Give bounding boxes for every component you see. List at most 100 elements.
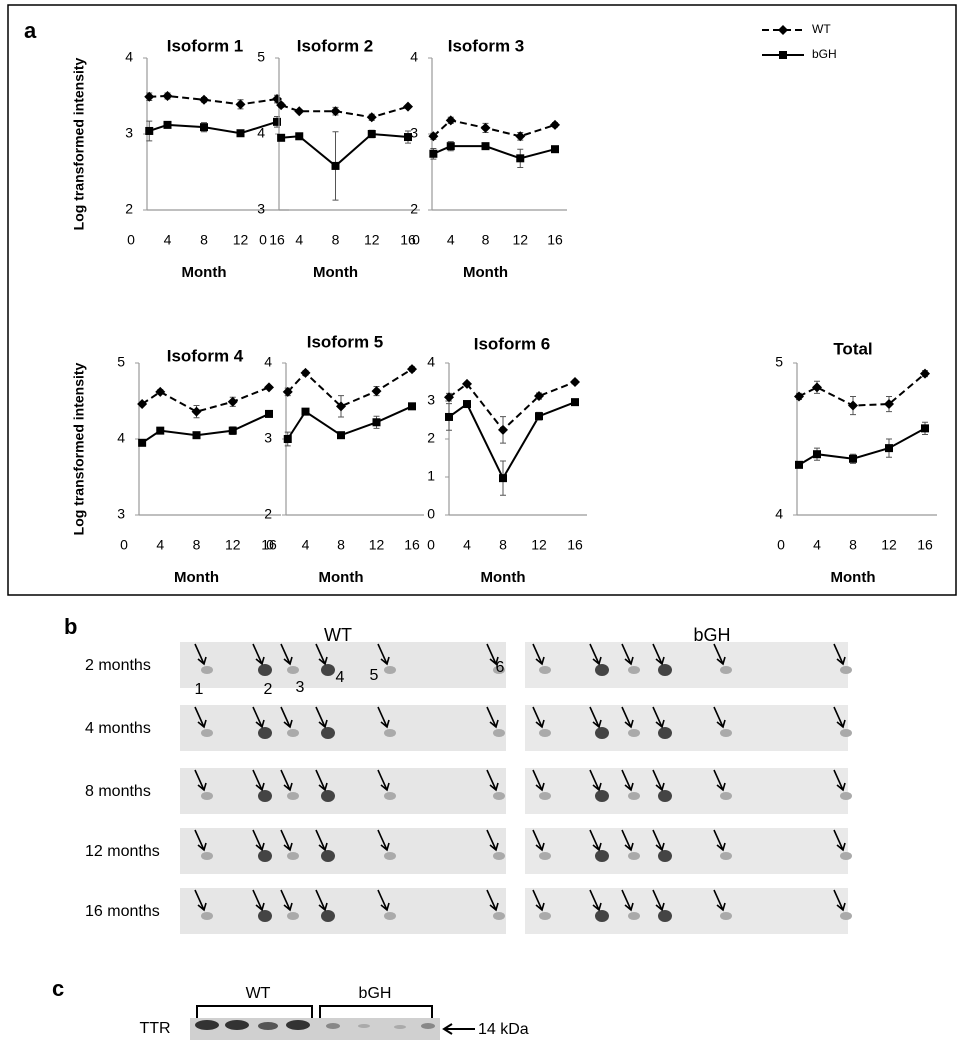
marker (138, 438, 147, 447)
band (421, 1023, 435, 1029)
blot-panel: WT bGH TTR 14 kDa (139, 985, 529, 1040)
gel-spot (287, 729, 299, 737)
marker (445, 412, 453, 421)
marker (191, 406, 202, 417)
x-tick-label: 4 (295, 232, 303, 248)
gel-spot (539, 852, 551, 860)
marker (235, 99, 246, 110)
marker (551, 145, 559, 154)
x-axis-label: Month (182, 264, 227, 281)
gel-spot (287, 912, 299, 920)
x-tick-label: 16 (404, 537, 420, 553)
x-tick-label: 12 (233, 232, 249, 248)
marker (921, 424, 929, 433)
gel-image (525, 705, 848, 751)
gel-spot (493, 792, 505, 800)
spot-arrow (833, 829, 846, 852)
spot-number: 2 (264, 681, 273, 698)
row-label: 8 months (85, 783, 151, 800)
x-tick-label: 16 (917, 537, 933, 553)
gel-image (180, 642, 506, 688)
marker (144, 91, 155, 102)
marker (794, 391, 804, 402)
group-label: bGH (359, 985, 392, 1002)
spot-arrow (315, 889, 328, 912)
gel-spot (720, 912, 732, 920)
band (358, 1024, 370, 1028)
spot-arrow (652, 769, 665, 792)
band (258, 1022, 278, 1030)
band (225, 1020, 249, 1030)
spot-arrow (252, 889, 265, 912)
spot-arrow (280, 769, 293, 792)
spot-number: 3 (296, 679, 305, 696)
gel-spot (595, 727, 609, 739)
gel-spot (539, 792, 551, 800)
gel-image (180, 705, 506, 751)
legend-marker (778, 25, 788, 35)
spot-arrow (377, 889, 390, 912)
gel-spot (658, 664, 672, 676)
panel-label: b (64, 614, 77, 639)
spot-arrow (713, 769, 726, 792)
spot-arrow (589, 889, 602, 912)
gel-spot (720, 666, 732, 674)
marker (163, 120, 172, 129)
gel-spot (720, 852, 732, 860)
gel-spot (321, 910, 335, 922)
y-tick-label: 3 (410, 125, 418, 141)
gel-spot (258, 850, 272, 862)
x-tick-label: 16 (269, 232, 285, 248)
series-line (287, 368, 413, 408)
marker (812, 382, 822, 393)
row-label: 4 months (85, 720, 151, 737)
gel-spot (384, 852, 396, 860)
x-axis-label: Month (313, 264, 358, 281)
spot-arrow (194, 706, 207, 729)
gel-spot (628, 912, 640, 920)
spot-arrow (532, 706, 545, 729)
gel-spot (628, 666, 640, 674)
x-tick-label: 8 (337, 537, 345, 553)
spot-arrow (532, 829, 545, 852)
gel-spot (384, 729, 396, 737)
spot-arrow (315, 706, 328, 729)
chart-title: Isoform 4 (167, 346, 244, 365)
series-line (141, 386, 270, 413)
marker (516, 154, 525, 163)
marker (276, 100, 287, 111)
marker (498, 424, 508, 435)
gel-spot (201, 852, 213, 860)
marker (920, 368, 930, 379)
panel-label: c (52, 976, 64, 1001)
spot-arrow (532, 769, 545, 792)
x-tick-label: 4 (302, 537, 310, 553)
spot-arrow (589, 643, 602, 666)
spot-arrow (194, 769, 207, 792)
marker (570, 377, 580, 387)
x-tick-label: 0 (427, 537, 435, 553)
marker (535, 412, 543, 421)
x-tick-label: 12 (531, 537, 547, 553)
spot-arrow (194, 829, 207, 852)
gel-spot (321, 850, 335, 862)
marker (192, 431, 201, 440)
x-tick-label: 16 (261, 537, 277, 553)
gel-spot (720, 792, 732, 800)
group-label: WT (246, 985, 271, 1002)
marker (300, 367, 311, 378)
spot-arrow (194, 643, 207, 666)
y-tick-label: 5 (117, 354, 125, 370)
spot-arrow (486, 769, 499, 792)
spot-arrow (713, 706, 726, 729)
group-label: WT (324, 625, 352, 645)
legend-label: bGH (812, 47, 837, 61)
marker (571, 398, 579, 407)
x-axis-label: Month (463, 264, 508, 281)
y-tick-label: 2 (264, 506, 272, 522)
marker (367, 130, 376, 138)
gel-spot (628, 792, 640, 800)
x-tick-label: 12 (512, 232, 528, 248)
gel-spot (493, 912, 505, 920)
gel-spot (658, 850, 672, 862)
